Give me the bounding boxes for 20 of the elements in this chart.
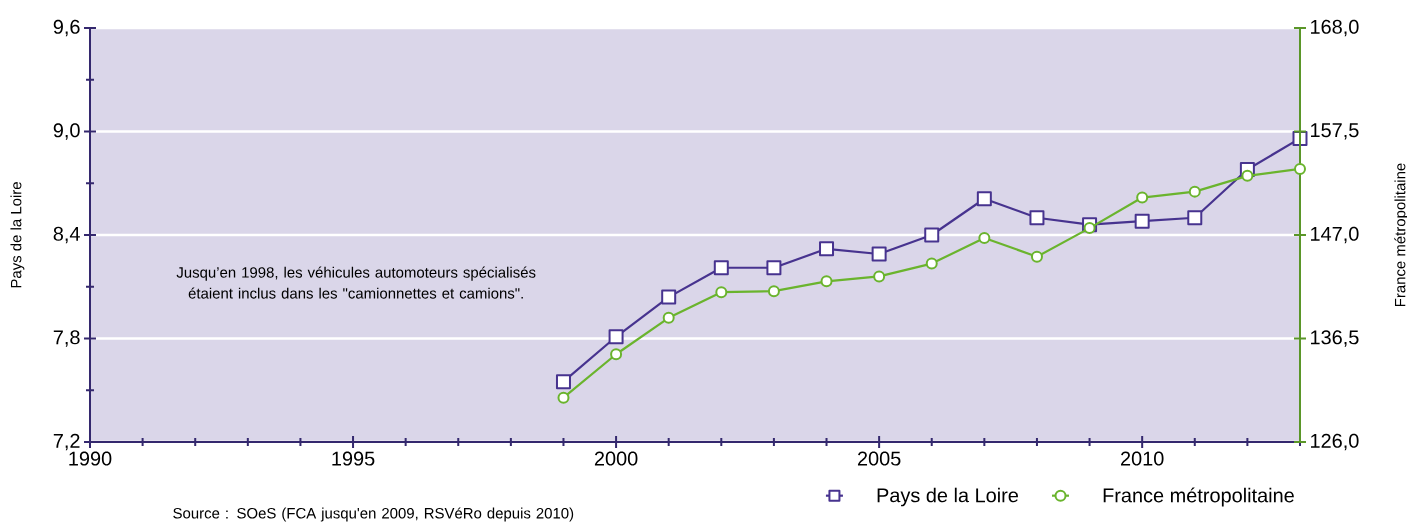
x-tick-label: 2000 [594, 451, 638, 466]
x-tick-label: 2005 [857, 451, 901, 466]
y-tick-label: 9,6 [53, 19, 80, 37]
annotation: Jusqu’en 1998, les véhicules automoteurs spécialisés étaient inclus dans les "camionnettes et camions". [176, 266, 536, 299]
y-tick-label: 7,8 [53, 330, 80, 347]
x-tick-label: 1990 [69, 451, 112, 466]
y2-tick-label: 126,0 [1311, 433, 1359, 451]
y2-tick-label: 136,5 [1311, 330, 1359, 347]
x-tick-label: 1995 [332, 451, 375, 466]
y-tick-label: 9,0 [53, 123, 80, 140]
y2-tick-label: 168,0 [1311, 19, 1359, 37]
y-tick-label: 8,4 [53, 226, 80, 244]
y-axis-title: Pays de la Loire [10, 182, 25, 288]
y2-tick-label: 157,5 [1311, 123, 1359, 140]
x-tick-label: 2010 [1121, 451, 1164, 466]
y2-tick-label: 147,0 [1311, 226, 1359, 244]
legend-label: Pays de la Loire [877, 487, 1018, 507]
y-tick-label: 7,2 [53, 433, 80, 451]
source-note: Source : SOeS (FCA jusqu'en 2009, RSVéRo depuis 2010) [173, 507, 574, 522]
legend-label: France métropolitaine [1103, 487, 1294, 507]
